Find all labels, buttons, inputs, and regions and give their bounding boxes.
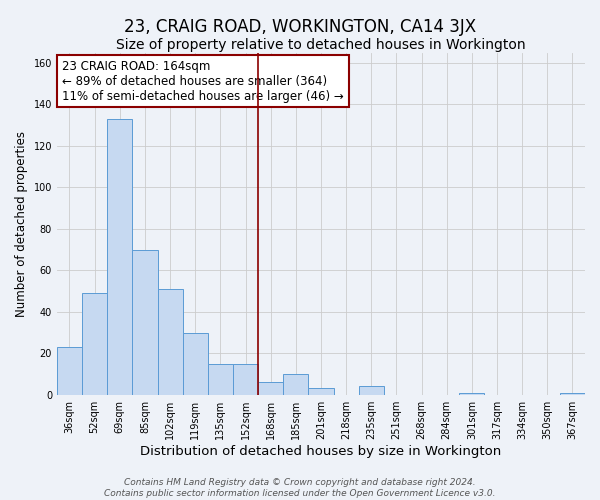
Bar [258,382,283,394]
X-axis label: Distribution of detached houses by size in Workington: Distribution of detached houses by size … [140,444,502,458]
Bar [359,386,384,394]
Bar [82,293,107,394]
Bar [133,250,158,394]
Bar [283,374,308,394]
Bar [57,347,82,395]
Text: 23, CRAIG ROAD, WORKINGTON, CA14 3JX: 23, CRAIG ROAD, WORKINGTON, CA14 3JX [124,18,476,36]
Bar [107,119,133,394]
Bar [560,392,585,394]
Y-axis label: Number of detached properties: Number of detached properties [15,130,28,316]
Bar [182,332,208,394]
Bar [208,364,233,394]
Bar [158,289,182,395]
Text: Contains HM Land Registry data © Crown copyright and database right 2024.
Contai: Contains HM Land Registry data © Crown c… [104,478,496,498]
Title: Size of property relative to detached houses in Workington: Size of property relative to detached ho… [116,38,526,52]
Bar [308,388,334,394]
Text: 23 CRAIG ROAD: 164sqm
← 89% of detached houses are smaller (364)
11% of semi-det: 23 CRAIG ROAD: 164sqm ← 89% of detached … [62,60,344,102]
Bar [459,392,484,394]
Bar [233,364,258,394]
